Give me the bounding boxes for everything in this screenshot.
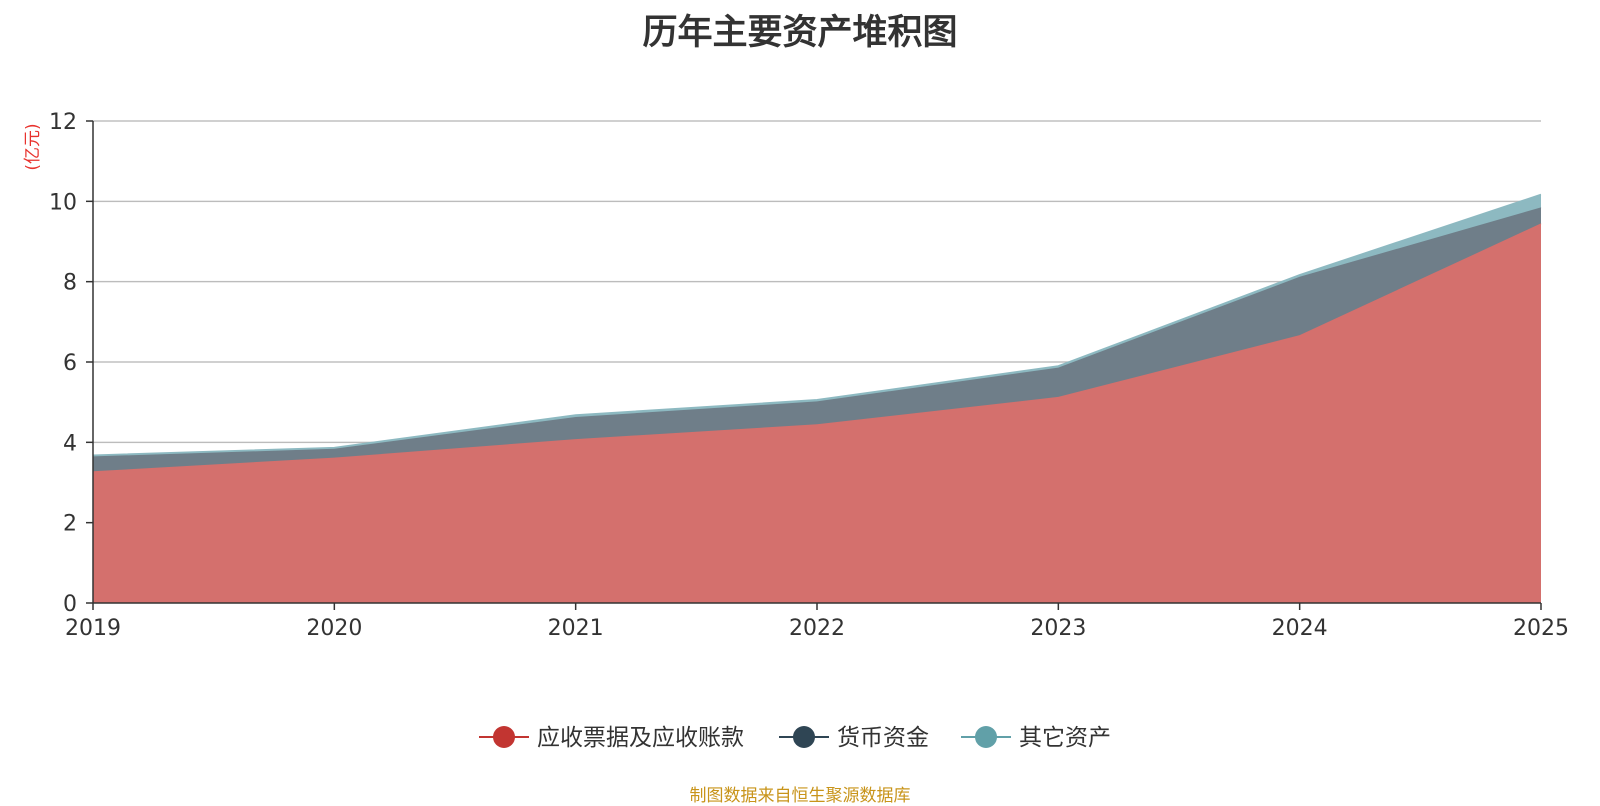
y-tick-label: 12 — [49, 110, 77, 135]
y-tick-label: 2 — [63, 512, 77, 537]
x-tick-label: 2020 — [306, 616, 362, 641]
legend-label: 其它资产 — [1019, 725, 1111, 751]
legend-item-货币资金[interactable]: 货币资金 — [779, 725, 929, 751]
source-note: 制图数据来自恒生聚源数据库 — [689, 786, 911, 806]
x-tick-label: 2024 — [1272, 616, 1328, 641]
x-tick-label: 2023 — [1030, 616, 1086, 641]
legend-label: 应收票据及应收账款 — [537, 725, 744, 751]
y-tick-label: 8 — [63, 271, 77, 296]
area-货币资金 — [93, 207, 1541, 472]
y-axis-unit-label: (亿元) — [23, 123, 43, 170]
y-tick-label: 10 — [49, 190, 77, 215]
axes: 0 2 4 6 8 10 12 2019 2020 2021 2022 2023 2024 2025 — [49, 110, 1569, 641]
x-tick-label: 2025 — [1513, 616, 1569, 641]
legend-marker — [493, 726, 515, 748]
legend[interactable]: 应收票据及应收账款 货币资金 其它资产 — [479, 725, 1111, 751]
area-应收票据及应收账款 — [93, 223, 1541, 603]
legend-marker — [793, 726, 815, 748]
legend-label: 货币资金 — [837, 725, 929, 751]
x-tick-label: 2021 — [548, 616, 604, 641]
x-tick-label: 2022 — [789, 616, 845, 641]
x-tick-label: 2019 — [65, 616, 121, 641]
y-tick-label: 6 — [63, 351, 77, 376]
area-series — [92, 193, 1542, 603]
legend-item-应收票据及应收账款[interactable]: 应收票据及应收账款 — [479, 725, 744, 751]
legend-marker — [975, 726, 997, 748]
line-其它资产 — [92, 193, 1542, 456]
chart-title: 历年主要资产堆积图 — [642, 13, 958, 53]
y-tick-label: 4 — [63, 431, 77, 456]
legend-item-其它资产[interactable]: 其它资产 — [961, 725, 1111, 751]
y-tick-label: 0 — [63, 592, 77, 617]
